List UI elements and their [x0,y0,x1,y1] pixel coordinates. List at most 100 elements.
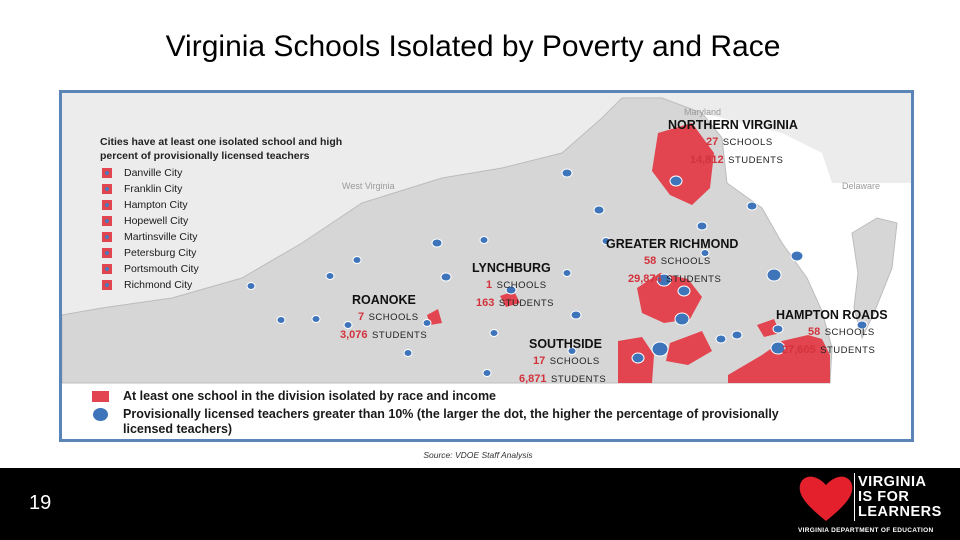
city-label: Portsmouth City [124,263,199,275]
isolated-swatch-icon [92,391,109,402]
region-name: SOUTHSIDE [529,337,602,351]
region-schools-unit: SCHOOLS [660,256,711,267]
region-students-unit: STUDENTS [371,330,428,341]
region-students-count: 6,871 [519,373,547,385]
region-schools-count: 17 [533,355,546,367]
southside-isolated-region-2 [666,331,712,365]
provisional-dot [567,347,577,355]
legend-item-provisional: Provisionally licensed teachers greater … [92,407,911,437]
isolated-city-icon [102,248,112,258]
city-label: Hopewell City [124,215,189,227]
provisional-dot [656,273,672,287]
region-schools-count: 58 [644,255,657,267]
city-item: Portsmouth City [100,261,400,277]
isolated-city-icon [102,168,112,178]
provisional-dot [489,329,499,337]
city-item: Martinsville City [100,229,400,245]
region-label-northern-virginia: NORTHERN VIRGINIA 27 SCHOOLS 14,812 STUD… [668,118,798,168]
region-students-unit: STUDENTS [498,298,555,309]
provisional-dot [246,282,256,290]
region-students-unit: STUDENTS [728,155,784,166]
city-item: Petersburg City [100,245,400,261]
neighbor-label-west-virginia: West Virginia [342,181,395,191]
city-item: Danville City [100,165,400,181]
region-schools-unit: SCHOOLS [496,280,547,291]
city-label: Franklin City [124,183,183,195]
provisional-dot [440,272,452,282]
provisional-dot [562,269,572,277]
region-label-hampton-roads: HAMPTON ROADS 58 SCHOOLS 27,605 STUDENTS [776,308,888,358]
provisional-dot [403,349,413,357]
legend-item-isolated: At least one school in the division isol… [92,389,911,404]
region-schools-unit: SCHOOLS [722,137,773,148]
provisional-dot [700,249,710,257]
provisional-dot [561,168,573,178]
provisional-dot [631,352,645,364]
legend-label-isolated: At least one school in the division isol… [123,389,497,403]
region-schools-unit: SCHOOLS [368,312,419,323]
region-label-lynchburg: LYNCHBURG 1 SCHOOLS 163 STUDENTS [472,261,554,311]
region-schools-unit: SCHOOLS [824,327,875,338]
provisional-dot [731,330,743,340]
region-students-count: 163 [476,297,495,309]
legend-label-provisional-line1: Provisionally licensed teachers greater … [123,407,779,421]
region-name: NORTHERN VIRGINIA [668,118,798,132]
city-item: Franklin City [100,181,400,197]
page-number: 19 [29,492,52,514]
provisional-dot [352,256,362,264]
region-students-count: 27,605 [782,344,816,356]
lynchburg-isolated-region [500,291,520,307]
city-label: Danville City [124,167,183,179]
richmond-isolated-region [637,273,702,323]
footer-bar [0,468,960,540]
provisional-dot [343,321,353,329]
region-students-count: 29,874 [628,273,662,285]
provisional-dot [482,369,492,377]
region-students-unit: STUDENTS [666,274,722,285]
region-schools-count: 58 [808,326,821,338]
heart-icon [799,476,853,521]
region-schools-count: 7 [358,311,365,323]
map-legend: At least one school in the division isol… [92,389,911,439]
provisional-dot [746,201,758,211]
source-note: Source: VDOE Staff Analysis [423,450,533,460]
city-label: Hampton City [124,199,188,211]
provisional-dot [715,334,727,344]
region-name: LYNCHBURG [472,261,551,275]
slide-title: Virginia Schools Isolated by Poverty and… [165,30,781,63]
isolated-city-icon [102,264,112,274]
cities-legend: Cities have at least one isolated school… [100,135,400,293]
region-label-greater-richmond: GREATER RICHMOND 58 SCHOOLS 29,874 STUDE… [606,237,738,287]
isolated-city-icon [102,200,112,210]
provisional-dot [422,319,432,327]
provisional-dot [696,221,708,231]
virginia-map: Maryland West Virginia Delaware Cities h… [59,90,914,442]
logo-line1: VIRGINIA [858,474,927,490]
provisional-dot [772,324,784,334]
city-item: Hampton City [100,197,400,213]
hampton-roads-isolated-region [728,335,830,383]
provisional-dot [505,285,517,295]
provisional-dot [431,238,443,248]
neighbor-states-shape [62,93,911,315]
region-label-roanoke: ROANOKE 7 SCHOOLS 3,076 STUDENTS [340,293,428,343]
eastern-shore [851,217,898,340]
region-schools-count: 27 [706,136,719,148]
region-students-count: 3,076 [340,329,368,341]
provisional-dot [570,310,582,320]
provisional-dot [276,316,286,324]
region-name: GREATER RICHMOND [606,237,739,251]
map-graphic [62,93,911,384]
legend-label-provisional-line2: licensed teachers) [123,422,233,436]
region-students-unit: STUDENTS [820,345,876,356]
provisional-dot [311,315,321,323]
region-schools-unit: SCHOOLS [549,356,600,367]
isolated-city-icon [102,184,112,194]
logo-line3: LEARNERS [858,504,942,520]
provisional-dot [677,285,691,297]
neighbor-label-maryland: Maryland [684,107,722,117]
provisional-dot-icon [93,408,108,421]
provisional-dot [601,237,611,245]
city-item: Richmond City [100,277,400,293]
isolated-city-icon [102,280,112,290]
